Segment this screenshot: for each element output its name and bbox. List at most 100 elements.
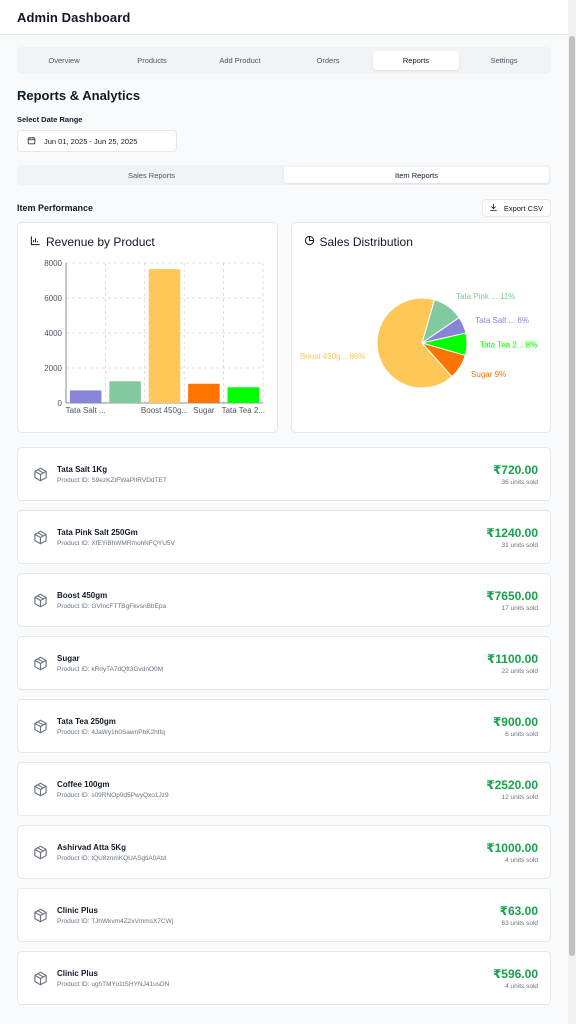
date-range-picker[interactable]: Jun 01, 2025 - Jun 25, 2025 <box>17 130 177 152</box>
item-row[interactable]: Boost 450gm Product ID: GVIncFTTBgFkvsnB… <box>17 573 551 627</box>
item-performance-title: Item Performance <box>17 203 94 213</box>
export-csv-button[interactable]: Export CSV <box>481 199 551 217</box>
package-icon <box>32 529 48 545</box>
bar <box>69 390 102 403</box>
item-product-id: Product ID: tQU8znmKQUASgtiA0Atd <box>57 854 167 862</box>
bar <box>109 381 141 403</box>
item-revenue: ₹900.00 <box>492 714 538 729</box>
tab-reports[interactable]: Reports <box>373 51 459 70</box>
item-units-sold: 63 units sold <box>501 919 539 927</box>
item-units-sold: 12 units sold <box>501 793 539 801</box>
tab-products[interactable]: Products <box>137 56 167 65</box>
bar-chart-icon <box>30 235 41 249</box>
sales-distribution-card: Sales Distribution Tata Pink ... 11% Tata… <box>290 222 551 433</box>
page-title: Reports & Analytics <box>17 88 141 103</box>
scrollbar-thumb[interactable] <box>569 36 575 956</box>
package-icon <box>32 718 48 734</box>
x-tick-label: Tata Salt ... <box>66 406 106 415</box>
item-row[interactable]: Clinic Plus Product ID: TJhWkvm4Z2xVmmsX… <box>17 888 551 942</box>
item-units-sold: 36 units sold <box>501 478 539 486</box>
tab-orders[interactable]: Orders <box>316 56 340 65</box>
item-product-id: Product ID: 4JaWy1h0SawnPbK2htfq <box>57 728 165 736</box>
x-tick-label: Tata Tea 2... <box>222 406 265 415</box>
item-units-sold: 22 units sold <box>501 667 539 675</box>
package-icon <box>32 592 48 608</box>
y-tick-label: 0 <box>58 399 63 408</box>
bar <box>188 383 220 403</box>
package-icon <box>32 970 48 986</box>
item-name: Tata Pink Salt 250Gm <box>57 527 138 537</box>
charts-row: Revenue by Product 0 2000 4000 6000 8000 Tata… <box>17 222 551 433</box>
calendar-icon <box>27 136 36 147</box>
item-revenue: ₹596.00 <box>492 966 538 981</box>
package-icon <box>32 844 48 860</box>
item-units-sold: 17 units sold <box>501 604 539 612</box>
top-bar: Admin Dashboard <box>0 0 576 35</box>
report-type-tabs: Sales Reports Item Reports <box>17 165 551 185</box>
item-row[interactable]: Tata Salt 1Kg Product ID: S9ezKZIFWaPlIR… <box>17 447 551 501</box>
pie-chart-icon <box>304 235 315 249</box>
item-name: Sugar <box>57 653 80 663</box>
x-tick-label: Sugar <box>193 406 215 415</box>
item-product-id: Product ID: ughTMYu1tSHYNJ41usDN <box>57 980 170 988</box>
item-product-id: Product ID: kRrlyTA7dQft3GvdnO0M <box>57 665 164 673</box>
item-product-id: Product ID: XfEYiBhWMRmohNFQYU5V <box>57 539 175 547</box>
item-revenue: ₹1000.00 <box>486 840 538 855</box>
tab-item-reports[interactable]: Item Reports <box>284 167 549 183</box>
item-name: Coffee 100gm <box>57 779 110 789</box>
item-list: Tata Salt 1Kg Product ID: S9ezKZIFWaPlIR… <box>17 447 551 1005</box>
y-tick-label: 8000 <box>44 259 62 268</box>
export-csv-label: Export CSV <box>503 203 543 213</box>
bar <box>227 387 260 403</box>
y-tick-label: 6000 <box>44 294 62 303</box>
item-performance-header: Item Performance Export CSV <box>17 199 551 217</box>
item-units-sold: 4 units sold <box>505 982 538 990</box>
tab-overview[interactable]: Overview <box>48 56 80 65</box>
item-product-id: Product ID: TJhWkvm4Z2xVmmsX7CWj <box>57 917 174 925</box>
date-range-label: Select Date Range <box>17 115 83 124</box>
revenue-chart-card: Revenue by Product 0 2000 4000 6000 8000 Tata… <box>17 222 278 433</box>
main-tabs: Overview Products Add Product Orders Rep… <box>17 47 551 74</box>
package-icon <box>32 907 48 923</box>
scrollbar[interactable] <box>568 0 576 1024</box>
main-content: Overview Products Add Product Orders Rep… <box>0 35 568 1024</box>
tab-add-product[interactable]: Add Product <box>219 56 261 65</box>
item-row[interactable]: Clinic Plus Product ID: ughTMYu1tSHYNJ41… <box>17 951 551 1005</box>
bar <box>148 269 181 403</box>
pie-label: Boost 450g... 66% <box>300 352 365 361</box>
item-revenue: ₹1100.00 <box>486 651 538 666</box>
item-product-id: Product ID: S9ezKZIFWaPlIRVDdTET <box>57 476 167 484</box>
item-row[interactable]: Ashirvad Atta 5Kg Product ID: tQU8znmKQU… <box>17 825 551 879</box>
tab-settings[interactable]: Settings <box>490 56 518 65</box>
item-product-id: Product ID: s09RNOp9d5PwyQxo1Jz9 <box>57 791 169 799</box>
item-name: Tata Salt 1Kg <box>57 464 108 474</box>
revenue-chart-title: Revenue by Product <box>46 235 155 249</box>
item-row[interactable]: Tata Tea 250gm Product ID: 4JaWy1h0SawnP… <box>17 699 551 753</box>
item-name: Clinic Plus <box>57 905 98 915</box>
app-title: Admin Dashboard <box>17 10 131 25</box>
pie-label: Tata Tea 2... 8% <box>479 341 536 350</box>
item-row[interactable]: Tata Pink Salt 250Gm Product ID: XfEYiBh… <box>17 510 551 564</box>
download-icon <box>489 203 498 214</box>
sales-distribution-title: Sales Distribution <box>319 235 413 249</box>
item-revenue: ₹63.00 <box>499 903 538 918</box>
pie-label: Sugar 9% <box>471 370 506 379</box>
y-tick-label: 4000 <box>44 329 62 338</box>
item-units-sold: 31 units sold <box>501 541 539 549</box>
package-icon <box>32 655 48 671</box>
item-revenue: ₹720.00 <box>492 462 538 477</box>
item-revenue: ₹1240.00 <box>486 525 538 540</box>
revenue-bar-chart: 0 2000 4000 6000 8000 Tata Salt ... Boost 450g… <box>44 259 265 415</box>
date-range-value: Jun 01, 2025 - Jun 25, 2025 <box>44 136 138 146</box>
pie-slice <box>376 297 453 389</box>
item-units-sold: 6 units sold <box>505 730 538 738</box>
item-units-sold: 4 units sold <box>505 856 538 864</box>
x-tick-label: Boost 450g... <box>141 406 188 415</box>
item-row[interactable]: Sugar Product ID: kRrlyTA7dQft3GvdnO0M ₹… <box>17 636 551 690</box>
item-revenue: ₹7650.00 <box>486 588 538 603</box>
tab-sales-reports[interactable]: Sales Reports <box>127 170 176 180</box>
y-tick-label: 2000 <box>44 364 62 373</box>
item-row[interactable]: Coffee 100gm Product ID: s09RNOp9d5PwyQx… <box>17 762 551 816</box>
item-name: Tata Tea 250gm <box>57 716 116 726</box>
item-revenue: ₹2520.00 <box>486 777 538 792</box>
